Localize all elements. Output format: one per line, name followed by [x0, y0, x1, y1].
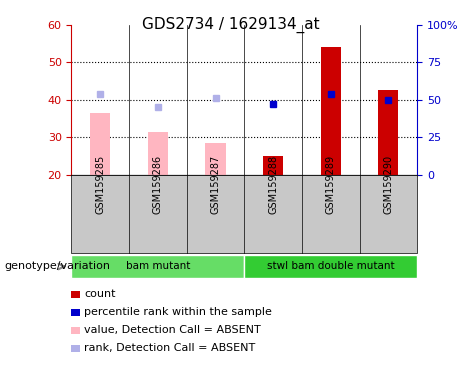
Text: count: count — [84, 289, 115, 299]
Text: GDS2734 / 1629134_at: GDS2734 / 1629134_at — [142, 17, 319, 33]
Text: GSM159285: GSM159285 — [95, 155, 105, 214]
Text: GSM159288: GSM159288 — [268, 155, 278, 214]
Bar — [263, 156, 283, 175]
Bar — [321, 47, 341, 175]
Bar — [206, 143, 225, 175]
Text: GSM159289: GSM159289 — [326, 155, 336, 214]
Bar — [90, 113, 110, 175]
Text: GSM159290: GSM159290 — [384, 155, 393, 214]
Text: GSM159287: GSM159287 — [211, 155, 220, 214]
Text: rank, Detection Call = ABSENT: rank, Detection Call = ABSENT — [84, 343, 255, 353]
Text: stwl bam double mutant: stwl bam double mutant — [267, 262, 395, 271]
Bar — [378, 91, 398, 175]
Text: genotype/variation: genotype/variation — [5, 262, 111, 271]
Text: bam mutant: bam mutant — [126, 262, 190, 271]
Text: percentile rank within the sample: percentile rank within the sample — [84, 307, 272, 317]
Text: GSM159286: GSM159286 — [153, 155, 163, 214]
Text: value, Detection Call = ABSENT: value, Detection Call = ABSENT — [84, 325, 260, 335]
Bar — [148, 132, 168, 175]
